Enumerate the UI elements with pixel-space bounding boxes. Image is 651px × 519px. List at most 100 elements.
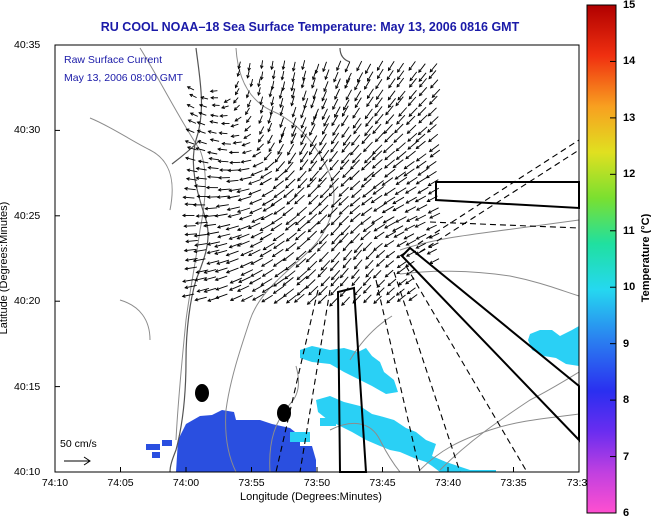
current-vector (203, 269, 217, 274)
current-vector (406, 215, 418, 222)
current-vector (195, 166, 207, 171)
current-vector (259, 104, 264, 114)
current-vector (309, 170, 319, 182)
current-vector (228, 150, 239, 155)
current-vector (418, 87, 428, 97)
current-vector (182, 279, 195, 283)
current-vector (208, 156, 220, 161)
current-vector (226, 195, 240, 200)
current-vector (311, 114, 318, 126)
current-vector (252, 161, 264, 168)
current-vector (321, 108, 328, 121)
y-tick-label: 40:15 (14, 380, 41, 393)
current-vector (229, 160, 241, 165)
current-vector (216, 259, 230, 265)
current-vector (203, 287, 217, 293)
current-vector (330, 141, 339, 153)
current-vector (354, 79, 361, 91)
current-vector (211, 103, 220, 108)
current-vector (294, 230, 306, 241)
current-vector (236, 188, 250, 194)
current-vector (339, 159, 350, 171)
current-vector (278, 89, 283, 100)
current-vector (311, 77, 316, 89)
current-vector (267, 134, 273, 145)
current-vector (299, 159, 309, 171)
current-vector (429, 116, 439, 126)
current-vector (270, 96, 275, 107)
current-vector (237, 168, 250, 172)
current-vector (196, 287, 210, 293)
current-vector (274, 171, 286, 181)
current-vector (216, 195, 230, 199)
current-vector (351, 134, 361, 146)
current-vector (332, 124, 340, 137)
current-vector (353, 259, 363, 270)
current-vector (301, 90, 307, 102)
current-vector (383, 143, 394, 154)
current-vector (383, 196, 396, 205)
current-vector (279, 105, 284, 117)
current-vector (409, 71, 418, 82)
current-vector (241, 150, 252, 155)
current-vector (203, 223, 217, 228)
current-vector (395, 142, 406, 152)
current-vector (225, 250, 239, 257)
current-vector (239, 176, 252, 182)
current-vector (259, 249, 272, 257)
current-vector (403, 233, 415, 240)
current-vector (183, 248, 197, 253)
current-vector (228, 242, 242, 249)
current-vector (193, 233, 207, 238)
current-vector (306, 177, 317, 188)
current-vector (360, 178, 372, 188)
current-vector (338, 205, 350, 215)
current-vector (338, 215, 349, 226)
current-vector (384, 221, 396, 229)
current-vector (417, 106, 427, 117)
current-vector (236, 233, 250, 240)
current-vector (194, 296, 207, 302)
current-vector (415, 242, 426, 249)
current-vector (375, 89, 384, 100)
current-vector (396, 114, 406, 125)
current-vector (431, 88, 441, 98)
current-vector (294, 215, 306, 226)
current-vector (404, 206, 417, 213)
current-vector (386, 70, 394, 81)
current-vector (273, 295, 285, 304)
current-vector (396, 70, 405, 81)
current-vector (404, 224, 416, 231)
current-vector (405, 250, 417, 257)
current-vector (417, 168, 429, 176)
current-vector (375, 78, 383, 90)
current-vector (305, 279, 316, 289)
current-vector (362, 223, 375, 232)
current-vector (329, 159, 339, 171)
overlay-current-label: Raw Surface Current (64, 54, 163, 66)
current-vector (425, 224, 437, 231)
current-vector (183, 224, 196, 228)
current-vector (207, 130, 217, 134)
current-vector (261, 268, 274, 277)
current-vector (185, 128, 195, 134)
current-vector (250, 231, 264, 239)
current-vector (284, 221, 297, 231)
current-vector (414, 195, 427, 203)
current-vector (185, 239, 198, 244)
current-vector (318, 159, 328, 171)
current-vector (318, 142, 327, 155)
current-vector (300, 107, 306, 119)
current-vector (293, 293, 305, 303)
current-vector (330, 240, 341, 252)
current-vector (259, 126, 265, 135)
current-vector (329, 260, 340, 272)
current-vector (186, 86, 195, 91)
current-vector (408, 90, 417, 100)
current-vector (384, 150, 395, 161)
current-vector (332, 98, 339, 111)
current-vector (320, 223, 331, 234)
current-vector (223, 98, 231, 103)
current-vector (364, 259, 374, 270)
current-vector (233, 97, 239, 104)
